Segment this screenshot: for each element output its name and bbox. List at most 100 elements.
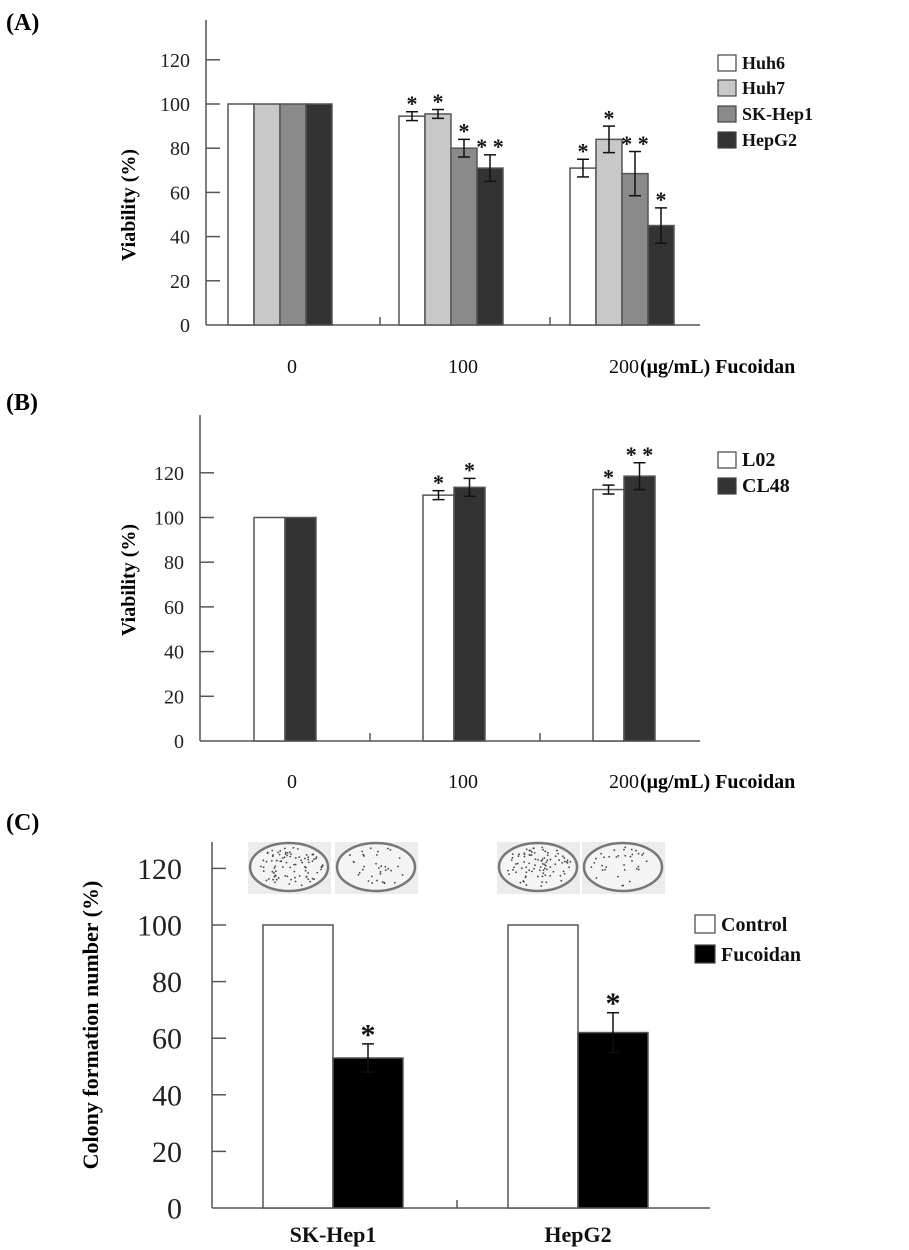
colony-dot [262, 870, 265, 873]
colony-dot [546, 859, 549, 862]
colony-dot [604, 868, 606, 871]
colony-dot [320, 868, 322, 871]
colony-dot [274, 874, 277, 877]
y-tick-label-b: 20 [164, 686, 184, 708]
colony-dot [271, 870, 274, 873]
bar-b-l02-0 [253, 516, 286, 742]
colony-dot [569, 860, 572, 863]
colony-dot [542, 869, 545, 872]
colony-dot [315, 856, 318, 858]
colony-dot [523, 852, 526, 855]
bar-a-huh6-100 [398, 115, 426, 326]
legend-label-a: SK-Hep1 [742, 104, 813, 124]
bar-a-hepg2-0 [305, 103, 333, 326]
colony-dot [361, 850, 364, 853]
colony-dot [541, 863, 544, 865]
colony-dot [558, 859, 560, 862]
colony-dot [615, 856, 618, 858]
colony-dot [307, 878, 310, 881]
bar-b-cl48-200 [623, 475, 656, 742]
legend-label-a: Huh7 [742, 78, 785, 98]
colony-dot [543, 863, 546, 866]
colony-dish [335, 841, 417, 893]
colony-dot [273, 875, 276, 878]
ylabel-c: Colony formation number (%) [78, 881, 103, 1170]
panel-label-b: (B) [6, 390, 38, 416]
significance-star-a: * [578, 139, 589, 164]
colony-dot [315, 857, 317, 860]
y-tick-label-a: 40 [170, 227, 190, 249]
colony-dot [362, 868, 364, 871]
colony-dot [631, 860, 633, 862]
colony-dot [300, 884, 303, 887]
colony-dot [296, 848, 299, 850]
colony-dot [290, 853, 292, 856]
colony-dot [381, 881, 384, 883]
colony-dot [278, 853, 281, 856]
colony-dot [528, 869, 531, 872]
colony-dot [631, 853, 634, 856]
colony-dot [510, 859, 513, 861]
bar-b-l02-100 [422, 494, 455, 742]
colony-dot [593, 861, 596, 864]
bar-a-huh6-0 [227, 103, 255, 326]
colony-dot [363, 855, 365, 857]
colony-dot [289, 855, 292, 858]
colony-dot [529, 854, 532, 857]
colony-dot [311, 860, 314, 863]
colony-dot [266, 852, 269, 855]
colony-dot [301, 861, 304, 864]
ylabel-b: Viability (%) [118, 524, 140, 636]
bar-a-sk-hep1-0 [279, 103, 307, 326]
colony-dot [379, 872, 382, 875]
colony-dot [397, 865, 399, 868]
colony-dot [542, 848, 545, 851]
ylabel-a: Viability (%) [118, 149, 140, 261]
colony-dot [280, 860, 283, 863]
colony-dot [515, 863, 517, 865]
legend-swatch-a [717, 54, 737, 72]
colony-dot [519, 881, 522, 884]
y-tick-label-b: 40 [164, 642, 184, 664]
colony-dish [582, 841, 664, 893]
colony-dot [305, 866, 307, 869]
significance-star-c: * [606, 987, 621, 1020]
colony-dot [534, 864, 536, 867]
colony-dot [313, 858, 315, 861]
colony-dot [533, 851, 536, 854]
colony-dot [525, 866, 528, 869]
colony-dot [561, 861, 564, 864]
colony-dot [549, 866, 552, 868]
y-tick-label-b: 80 [164, 552, 184, 574]
colony-dot [389, 848, 392, 851]
colony-dot [507, 869, 509, 872]
y-tick-label-b: 100 [154, 508, 184, 530]
colony-dot [530, 851, 533, 853]
colony-dot [273, 867, 276, 869]
colony-dot [516, 862, 519, 865]
bar-b-cl48-0 [284, 516, 317, 742]
colony-dot [358, 871, 361, 874]
colony-dot [552, 870, 555, 873]
colony-dot [259, 865, 262, 868]
colony-dot [271, 855, 274, 858]
x-tick-label-b: 0 [287, 771, 297, 793]
colony-dot [563, 860, 566, 863]
bar-c-control-sk-hep1 [262, 924, 334, 1209]
significance-star-c: * [361, 1018, 376, 1051]
colony-dot [562, 870, 565, 873]
legend-swatch-a [717, 131, 737, 149]
legend-swatch-a [717, 105, 737, 123]
colony-dot [515, 871, 517, 874]
colony-dot [377, 850, 379, 853]
colony-dot [524, 875, 527, 878]
colony-dot [265, 879, 268, 882]
colony-dot [541, 846, 544, 849]
colony-dot [623, 868, 626, 871]
colony-dot [303, 857, 306, 860]
colony-dot [542, 872, 545, 874]
legend-label-a: Huh6 [742, 53, 785, 73]
colony-dot [274, 881, 276, 884]
